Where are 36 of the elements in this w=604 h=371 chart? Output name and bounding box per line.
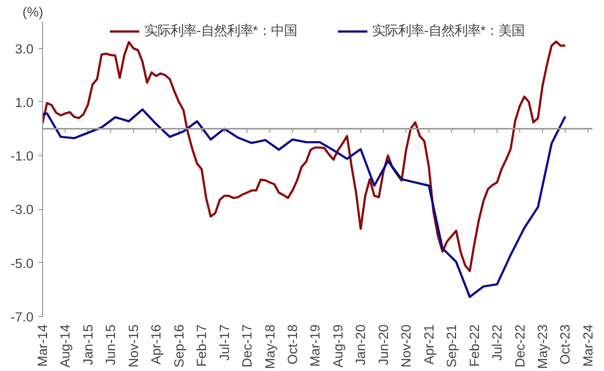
x-tick-label: Dec-22	[512, 324, 528, 368]
x-tick-label: Sep-16	[171, 324, 186, 368]
x-tick-label: Nov-15	[126, 324, 141, 368]
x-tick-label: Apr-16	[148, 324, 164, 365]
x-tick-label: Dec-17	[240, 324, 255, 368]
x-tick-label: Sep-21	[444, 324, 460, 368]
y-tick-label: 3.0	[14, 41, 34, 56]
x-tick-label: Apr-21	[421, 324, 436, 365]
x-tick-label: Mar-14	[35, 324, 50, 367]
x-tick-label: Feb-22	[466, 324, 482, 367]
x-tick-label: Aug-14	[58, 324, 73, 368]
x-tick-label: Jul-22	[490, 324, 505, 361]
x-tick-label: Nov-20	[398, 324, 414, 368]
x-tick-label: Oct-18	[285, 324, 300, 364]
legend-label: 实际利率-自然利率*：美国	[372, 22, 525, 40]
line-series	[42, 40, 566, 272]
x-tick-label: Feb-17	[194, 324, 210, 367]
x-tick-label: Jul-17	[216, 324, 232, 361]
x-tick-label: Mar-24	[580, 324, 596, 367]
y-tick-label: -3.0	[10, 202, 34, 218]
x-tick-label: Aug-19	[330, 324, 346, 368]
line-series	[42, 108, 566, 298]
x-tick-label: May-23	[535, 324, 550, 369]
x-tick-label: Jun-15	[103, 324, 118, 366]
x-tick-label: Jan-15	[80, 324, 96, 366]
y-tick-label: 1.0	[14, 94, 34, 110]
y-tick-label: -7.0	[10, 310, 34, 324]
y-axis-title: (%)	[22, 4, 44, 20]
x-tick-label: Jun-20	[376, 324, 391, 366]
x-tick-label: Jan-20	[353, 324, 368, 366]
x-tick-label: Oct-23	[558, 324, 573, 364]
y-tick-label: -1.0	[10, 148, 34, 164]
x-tick-label: Mar-19	[308, 324, 323, 367]
y-tick-label: -5.0	[10, 256, 34, 271]
legend-label: 实际利率-自然利率*：中国	[144, 22, 297, 40]
x-tick-label: May-18	[262, 324, 278, 369]
